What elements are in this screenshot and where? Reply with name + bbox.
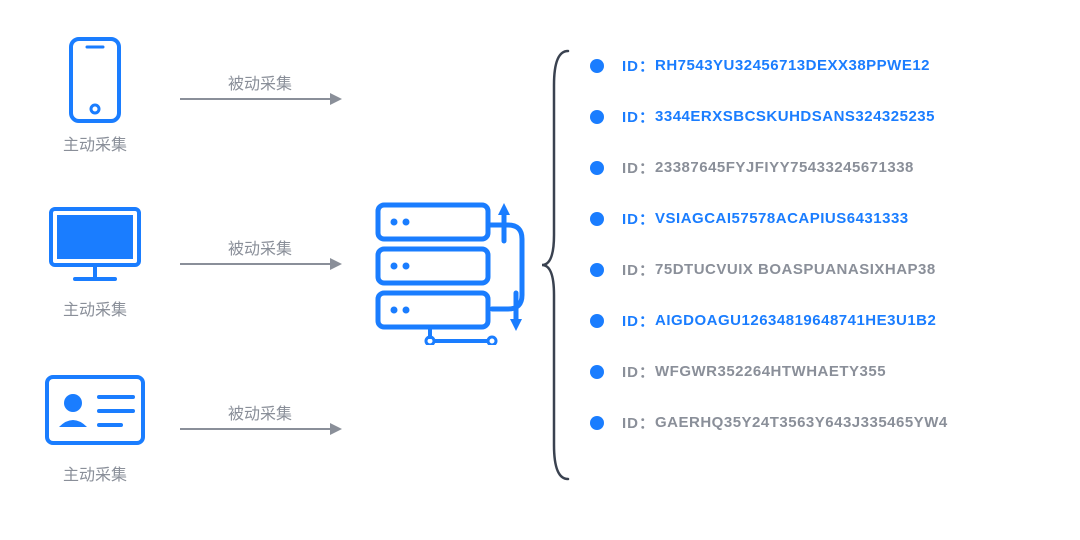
id-value: RH7543YU32456713DEXX38PPWE12 — [655, 57, 930, 74]
id-row: ID：VSIAGCAI57578ACAPIUS6431333 — [590, 208, 1060, 229]
bullet-icon — [590, 59, 604, 73]
arrow-line-icon — [180, 263, 340, 265]
id-value: AIGDOAGU12634819648741HE3U1B2 — [655, 312, 936, 329]
id-row: ID：3344ERXSBCSKUHDSANS324325235 — [590, 106, 1060, 127]
id-value: 23387645FYJFIYY75433245671338 — [655, 159, 914, 176]
curly-bracket-icon — [540, 45, 580, 485]
id-prefix: ID： — [622, 310, 655, 331]
id-prefix: ID： — [622, 106, 655, 127]
id-value: 75DTUCVUIX BOASPUANASIXHAP38 — [655, 261, 936, 278]
arrow-monitor-label: 被动采集 — [180, 235, 340, 259]
arrow-phone-label: 被动采集 — [180, 70, 340, 94]
device-idcard-label: 主动采集 — [40, 461, 150, 485]
id-prefix: ID： — [622, 157, 655, 178]
server-icon — [370, 195, 530, 350]
id-value: 3344ERXSBCSKUHDSANS324325235 — [655, 108, 935, 125]
arrow-monitor: 被动采集 — [180, 235, 340, 265]
device-phone-label: 主动采集 — [40, 131, 150, 155]
bullet-icon — [590, 110, 604, 124]
bullet-icon — [590, 212, 604, 226]
arrow-line-icon — [180, 98, 340, 100]
arrow-phone: 被动采集 — [180, 70, 340, 100]
arrow-line-icon — [180, 428, 340, 430]
bullet-icon — [590, 314, 604, 328]
id-value: VSIAGCAI57578ACAPIUS6431333 — [655, 210, 909, 227]
id-value: GAERHQ35Y24T3563Y643J335465YW4 — [655, 414, 948, 431]
arrow-idcard: 被动采集 — [180, 400, 340, 430]
bullet-icon — [590, 161, 604, 175]
id-prefix: ID： — [622, 259, 655, 280]
phone-icon — [40, 35, 150, 125]
id-row: ID：WFGWR352264HTWHAETY355 — [590, 361, 1060, 382]
id-row: ID：AIGDOAGU12634819648741HE3U1B2 — [590, 310, 1060, 331]
id-list: ID：RH7543YU32456713DEXX38PPWE12ID：3344ER… — [590, 55, 1060, 463]
id-prefix: ID： — [622, 412, 655, 433]
id-prefix: ID： — [622, 208, 655, 229]
id-prefix: ID： — [622, 361, 655, 382]
id-prefix: ID： — [622, 55, 655, 76]
id-row: ID：75DTUCVUIX BOASPUANASIXHAP38 — [590, 259, 1060, 280]
device-idcard: 主动采集 — [40, 365, 150, 485]
bullet-icon — [590, 263, 604, 277]
id-value: WFGWR352264HTWHAETY355 — [655, 363, 886, 380]
bullet-icon — [590, 416, 604, 430]
bullet-icon — [590, 365, 604, 379]
device-phone: 主动采集 — [40, 35, 150, 155]
id-row: ID：23387645FYJFIYY75433245671338 — [590, 157, 1060, 178]
id-row: ID：RH7543YU32456713DEXX38PPWE12 — [590, 55, 1060, 76]
diagram-canvas: 主动采集 被动采集 主动采集 被动采集 — [0, 0, 1080, 540]
monitor-icon — [40, 200, 150, 290]
idcard-icon — [40, 365, 150, 455]
arrow-idcard-label: 被动采集 — [180, 400, 340, 424]
device-monitor: 主动采集 — [40, 200, 150, 320]
device-monitor-label: 主动采集 — [40, 296, 150, 320]
id-row: ID：GAERHQ35Y24T3563Y643J335465YW4 — [590, 412, 1060, 433]
